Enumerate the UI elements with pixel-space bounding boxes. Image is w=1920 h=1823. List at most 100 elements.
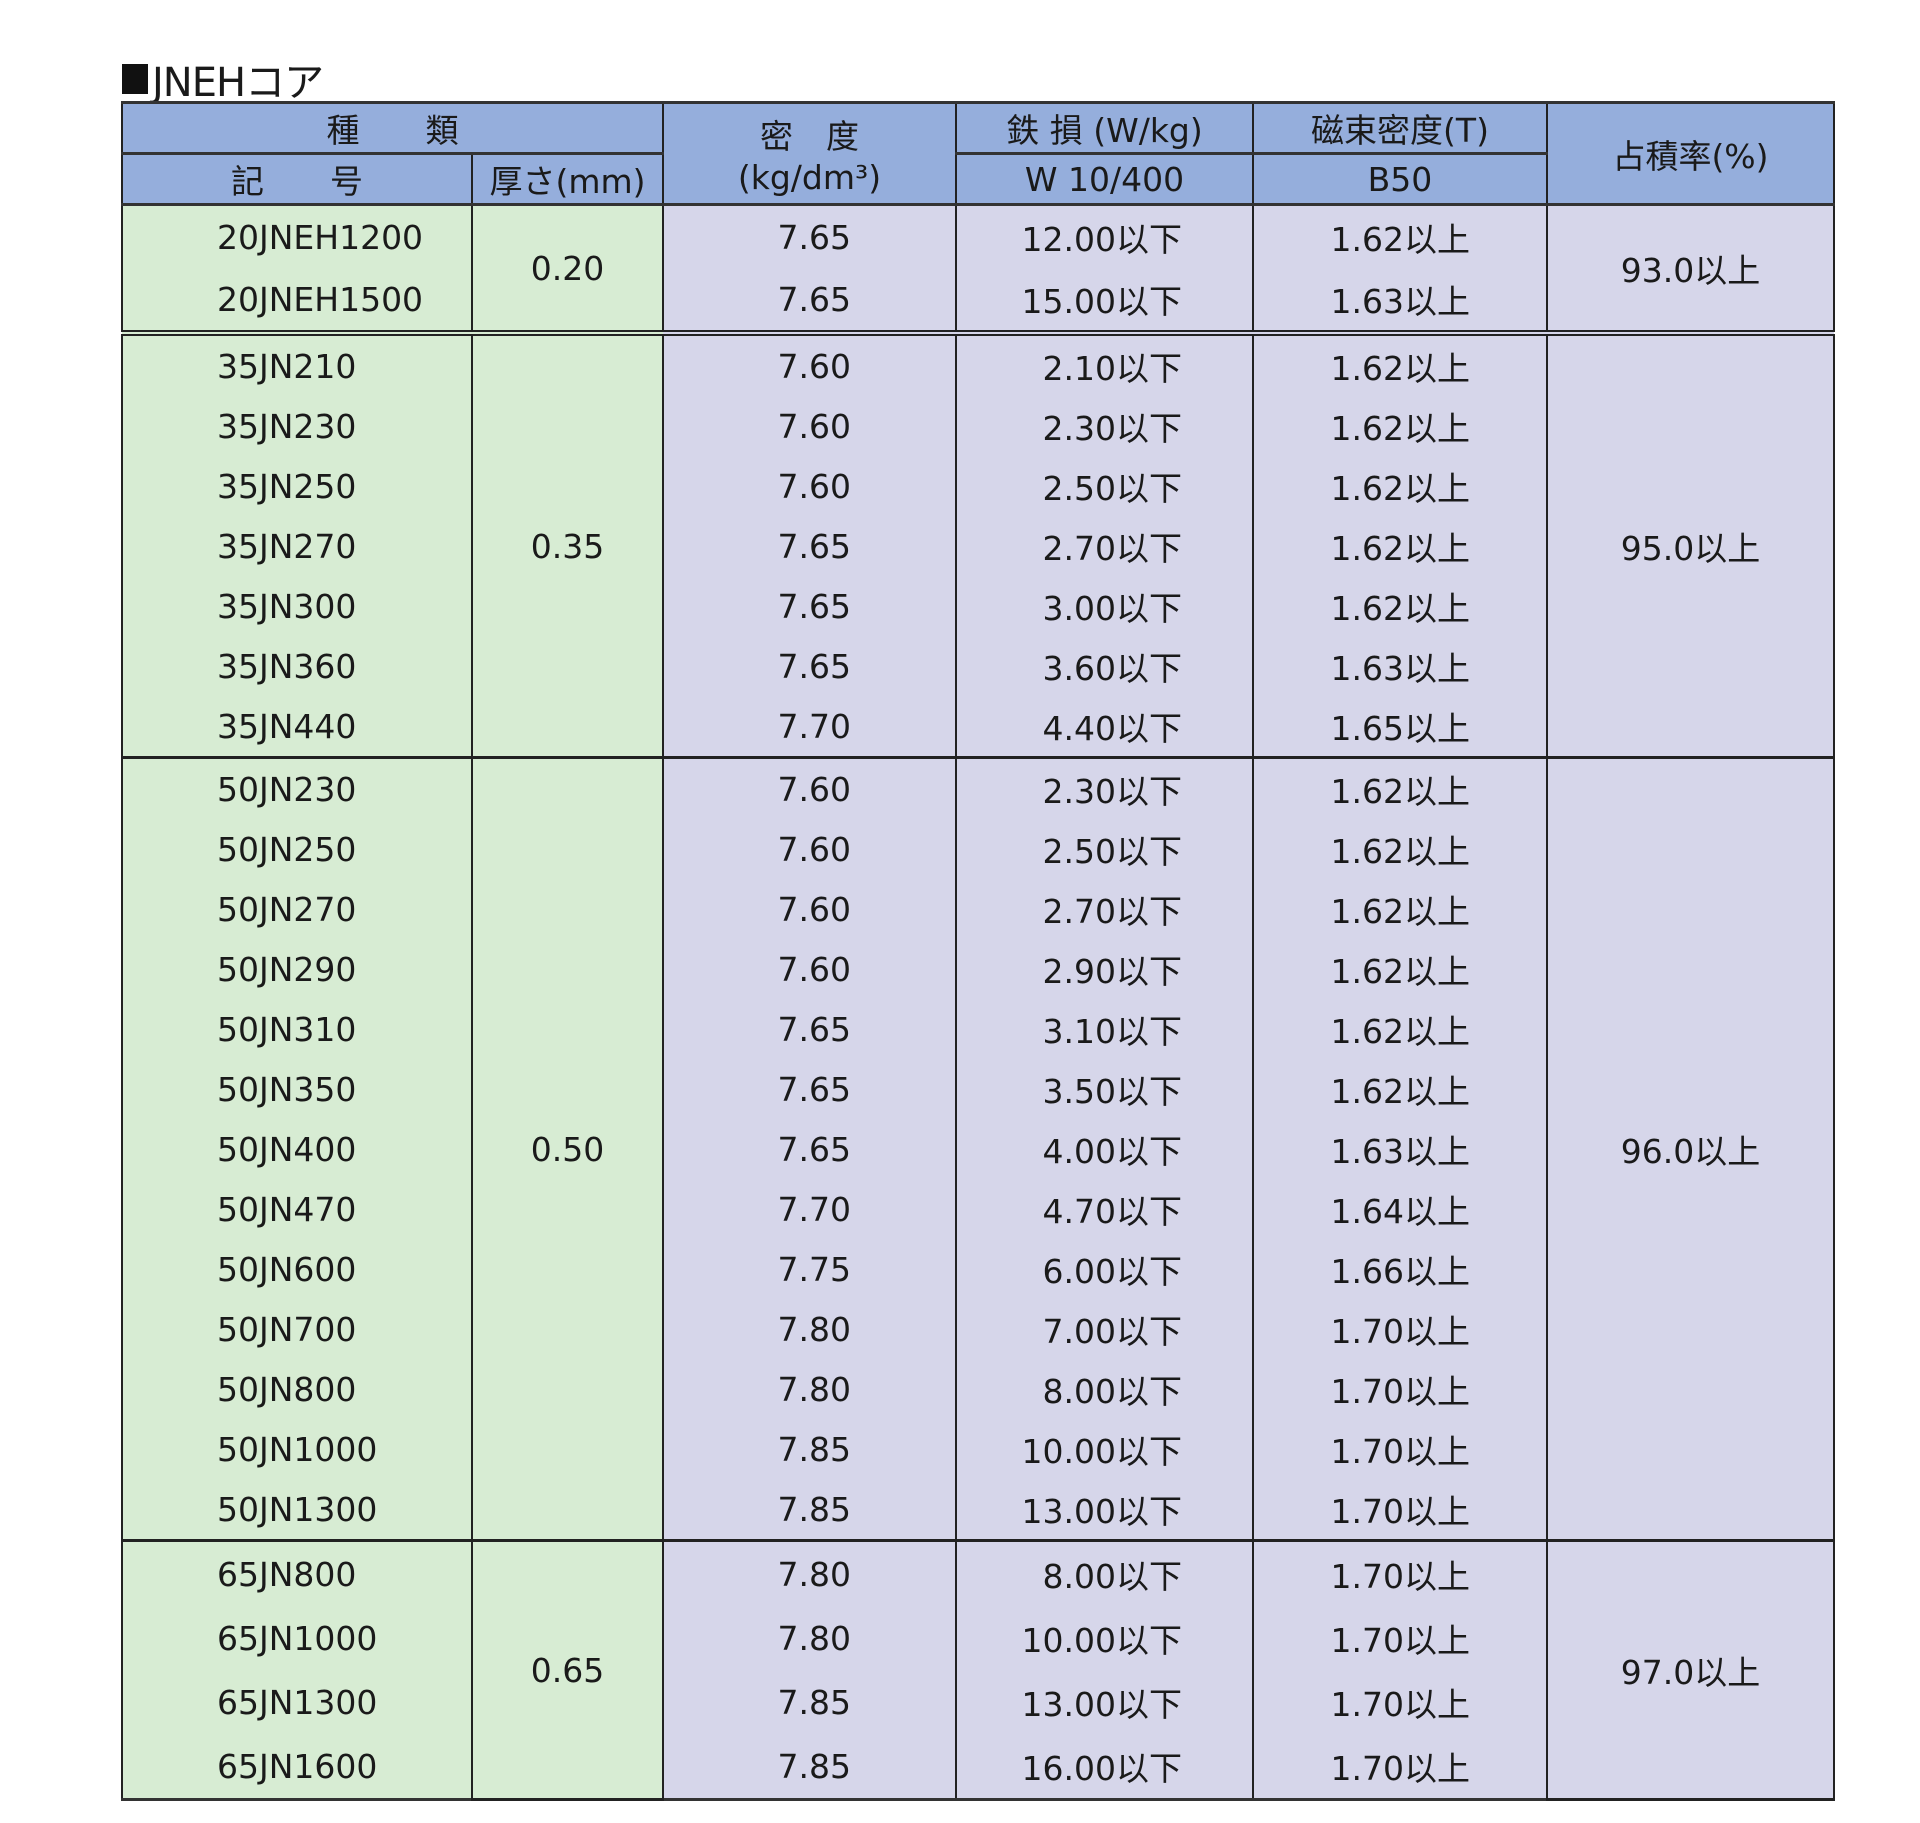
iron-loss-cell: 2.30以下 xyxy=(955,756,1254,819)
density-cell: 7.85 xyxy=(662,1734,957,1801)
iron-loss-cell: 2.90以下 xyxy=(955,939,1254,999)
iron-loss-cell: 3.50以下 xyxy=(955,1059,1254,1119)
flux-density-cell: 1.62以上 xyxy=(1252,396,1548,456)
grade-code: 35JN250 xyxy=(121,456,473,516)
grade-code: 50JN1000 xyxy=(121,1419,473,1479)
density-cell: 7.80 xyxy=(662,1299,957,1359)
table-row: 50JN290 7.60 2.90以下 1.62以上 xyxy=(121,939,1834,999)
iron-loss-cell: 7.00以下 xyxy=(955,1299,1254,1359)
flux-density-cell: 1.70以上 xyxy=(1252,1670,1548,1734)
density-cell: 7.60 xyxy=(662,879,957,939)
flux-density-cell: 1.70以上 xyxy=(1252,1359,1548,1419)
header-kind: 種 類 xyxy=(121,101,664,155)
header-fill: 占積率(%) xyxy=(1546,101,1835,206)
iron-loss-cell: 2.70以下 xyxy=(955,879,1254,939)
iron-loss-cell: 10.00以下 xyxy=(955,1419,1254,1479)
iron-loss-cell: 8.00以下 xyxy=(955,1539,1254,1606)
grade-code: 50JN270 xyxy=(121,879,473,939)
header-iron-loss-sub: W 10/400 xyxy=(955,152,1254,206)
density-cell: 7.65 xyxy=(662,576,957,636)
density-cell: 7.60 xyxy=(662,330,957,396)
grade-code: 50JN230 xyxy=(121,756,473,819)
density-cell: 7.65 xyxy=(662,999,957,1059)
table-row: 50JN400 7.65 4.00以下 1.63以上 xyxy=(121,1119,1834,1179)
fill-rate-cell: 95.0以上 xyxy=(1546,330,1835,759)
density-cell: 7.65 xyxy=(662,268,957,333)
density-cell: 7.75 xyxy=(662,1239,957,1299)
density-cell: 7.60 xyxy=(662,396,957,456)
iron-loss-cell: 2.10以下 xyxy=(955,330,1254,396)
iron-loss-cell: 12.00以下 xyxy=(955,204,1254,268)
header-thickness: 厚さ(mm) xyxy=(471,152,664,206)
density-unit: (kg/dm³) xyxy=(737,158,882,197)
density-cell: 7.85 xyxy=(662,1670,957,1734)
grade-code: 35JN360 xyxy=(121,636,473,696)
table-row: 35JN300 7.65 3.00以下 1.62以上 xyxy=(121,576,1834,636)
table-row: 35JN270 7.65 2.70以下 1.62以上 xyxy=(121,516,1834,576)
iron-loss-cell: 13.00以下 xyxy=(955,1479,1254,1541)
flux-density-cell: 1.62以上 xyxy=(1252,939,1548,999)
flux-density-cell: 1.62以上 xyxy=(1252,1059,1548,1119)
iron-loss-cell: 2.70以下 xyxy=(955,516,1254,576)
iron-loss-cell: 3.60以下 xyxy=(955,636,1254,696)
flux-density-cell: 1.70以上 xyxy=(1252,1479,1548,1541)
header-iron-loss: 鉄 損 (W/kg) xyxy=(955,101,1254,155)
table-row: 50JN270 7.60 2.70以下 1.62以上 xyxy=(121,879,1834,939)
flux-density-cell: 1.65以上 xyxy=(1252,696,1548,758)
fill-rate-cell: 93.0以上 xyxy=(1546,204,1835,335)
flux-density-cell: 1.66以上 xyxy=(1252,1239,1548,1299)
table-row: 50JN800 7.80 8.00以下 1.70以上 xyxy=(121,1359,1834,1419)
grade-code: 50JN800 xyxy=(121,1359,473,1419)
table-row: 35JN360 7.65 3.60以下 1.63以上 xyxy=(121,636,1834,696)
density-cell: 7.80 xyxy=(662,1606,957,1670)
flux-density-cell: 1.70以上 xyxy=(1252,1419,1548,1479)
density-cell: 7.70 xyxy=(662,696,957,758)
flux-density-cell: 1.62以上 xyxy=(1252,999,1548,1059)
iron-loss-cell: 4.70以下 xyxy=(955,1179,1254,1239)
fill-rate-cell: 97.0以上 xyxy=(1546,1539,1835,1801)
thickness-cell: 0.35 xyxy=(471,330,664,759)
jneh-core-spec-table: 種 類 密 度 (kg/dm³) 鉄 損 (W/kg) 磁束密度(T) 占積率(%… xyxy=(121,101,1835,1801)
table-row: 50JN350 7.65 3.50以下 1.62以上 xyxy=(121,1059,1834,1119)
flux-density-cell: 1.62以上 xyxy=(1252,756,1548,819)
grade-code: 65JN1000 xyxy=(121,1606,473,1670)
title-text: JNEHコア xyxy=(152,60,324,106)
iron-loss-cell: 8.00以下 xyxy=(955,1359,1254,1419)
table-row: 50JN700 7.80 7.00以下 1.70以上 xyxy=(121,1299,1834,1359)
grade-code: 20JNEH1500 xyxy=(121,268,473,333)
grade-code: 50JN350 xyxy=(121,1059,473,1119)
grade-code: 35JN210 xyxy=(121,330,473,396)
density-cell: 7.60 xyxy=(662,819,957,879)
flux-density-cell: 1.63以上 xyxy=(1252,636,1548,696)
table-row: 50JN230 0.50 7.60 2.30以下 1.62以上 96.0以上 xyxy=(121,756,1835,1542)
density-cell: 7.60 xyxy=(662,756,957,819)
iron-loss-cell: 4.00以下 xyxy=(955,1119,1254,1179)
density-cell: 7.60 xyxy=(662,456,957,516)
grade-code: 50JN290 xyxy=(121,939,473,999)
header-flux: 磁束密度(T) xyxy=(1252,101,1548,155)
flux-density-cell: 1.62以上 xyxy=(1252,330,1548,396)
flux-density-cell: 1.63以上 xyxy=(1252,268,1548,333)
square-bullet-icon xyxy=(122,64,148,94)
iron-loss-cell: 2.50以下 xyxy=(955,819,1254,879)
table-row: 35JN440 7.70 4.40以下 1.65以上 xyxy=(121,696,1834,758)
grade-code: 35JN230 xyxy=(121,396,473,456)
grade-code: 50JN310 xyxy=(121,999,473,1059)
iron-loss-cell: 4.40以下 xyxy=(955,696,1254,758)
table-row: 35JN230 7.60 2.30以下 1.62以上 xyxy=(121,396,1834,456)
grade-code: 65JN800 xyxy=(121,1539,473,1606)
flux-density-cell: 1.62以上 xyxy=(1252,204,1548,268)
grade-code: 35JN270 xyxy=(121,516,473,576)
table-row: 50JN250 7.60 2.50以下 1.62以上 xyxy=(121,819,1834,879)
iron-loss-cell: 2.50以下 xyxy=(955,456,1254,516)
flux-density-cell: 1.63以上 xyxy=(1252,1119,1548,1179)
grade-code: 50JN700 xyxy=(121,1299,473,1359)
grade-code: 65JN1600 xyxy=(121,1734,473,1801)
density-cell: 7.60 xyxy=(662,939,957,999)
density-cell: 7.65 xyxy=(662,516,957,576)
density-cell: 7.65 xyxy=(662,1059,957,1119)
grade-code: 50JN250 xyxy=(121,819,473,879)
density-cell: 7.85 xyxy=(662,1479,957,1541)
flux-density-cell: 1.70以上 xyxy=(1252,1606,1548,1670)
table-title: JNEHコア xyxy=(122,50,324,108)
